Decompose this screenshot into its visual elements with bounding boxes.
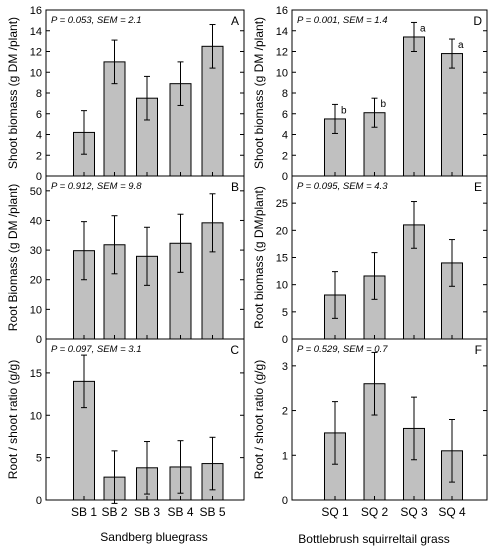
significance-label: a — [420, 23, 426, 34]
y-tick-label: 10 — [30, 410, 42, 422]
significance-label: b — [381, 99, 387, 110]
y-tick-label: 0 — [36, 171, 42, 183]
y-tick-label: 15 — [30, 368, 42, 380]
significance-label: a — [458, 40, 464, 51]
y-tick-label: 4 — [36, 130, 42, 142]
y-tick-label: 10 — [276, 280, 288, 292]
y-tick-label: 50 — [30, 186, 42, 198]
y-tick-label: 12 — [30, 47, 42, 59]
y-tick-label: 30 — [30, 245, 42, 257]
x-tick-label: SB 1 — [71, 505, 97, 519]
y-tick-label: 2 — [36, 150, 42, 162]
y-tick-label: 5 — [282, 307, 288, 319]
y-axis-label: Root biomass (g DM/plant) — [252, 186, 266, 329]
y-tick-label: 15 — [276, 253, 288, 265]
panel-letter: B — [231, 180, 239, 194]
plot-frame — [291, 338, 488, 501]
panel-letter: F — [475, 343, 482, 357]
panel-e: 0 5 10 15 20 25 Root biomass (g DM/plant) P = 0… — [252, 175, 488, 346]
panel-letter: C — [230, 343, 239, 357]
x-tick-label: SB 4 — [167, 505, 193, 519]
y-tick-label: 0 — [282, 334, 288, 346]
y-tick-label: 14 — [276, 26, 288, 38]
y-tick-label: 40 — [30, 215, 42, 227]
y-axis-label: Root / shoot ratio (g/g) — [6, 360, 20, 479]
y-tick-label: 14 — [30, 26, 42, 38]
group-label-left: Sandberg bluegrass — [100, 530, 207, 544]
bar — [441, 53, 463, 177]
stat-label: P = 0.097, SEM = 3.1 — [51, 344, 141, 355]
y-tick-label: 10 — [30, 67, 42, 79]
y-tick-label: 5 — [36, 453, 42, 465]
y-tick-label: 16 — [30, 5, 42, 17]
panel-letter: A — [231, 14, 239, 28]
group-label-right: Bottlebrush squirreltail grass — [298, 532, 449, 546]
y-tick-label: 8 — [36, 88, 42, 100]
stat-label: P = 0.095, SEM = 4.3 — [297, 181, 388, 192]
y-tick-label: 6 — [36, 109, 42, 121]
y-tick-label: 8 — [282, 88, 288, 100]
x-tick-label: SQ 4 — [438, 505, 466, 519]
y-axis-label: Shoot biomass (g DM /plant) — [6, 17, 20, 169]
y-tick-label: 25 — [276, 198, 288, 210]
y-tick-label: 0 — [36, 495, 42, 507]
panel-letter: E — [474, 180, 482, 194]
panel-b: 0 10 20 30 40 50 Root Biomass (g DM /plant) P =… — [6, 175, 245, 346]
stat-label: P = 0.529, SEM = 0.7 — [297, 344, 388, 355]
y-tick-label: 10 — [276, 67, 288, 79]
panel-letter: D — [473, 14, 482, 28]
stat-label: P = 0.053, SEM = 2.1 — [51, 15, 141, 26]
x-tick-label: SQ 3 — [400, 505, 428, 519]
y-tick-label: 2 — [282, 406, 288, 418]
bar — [403, 36, 425, 177]
stat-label: P = 0.912, SEM = 9.8 — [51, 181, 142, 192]
x-tick-label: SB 5 — [199, 505, 225, 519]
y-tick-label: 0 — [282, 495, 288, 507]
y-tick-label: 16 — [276, 5, 288, 17]
significance-label: b — [341, 105, 347, 116]
panel-c: 0 5 10 15 Root / shoot ratio (g/g) P = 0.097,… — [6, 338, 245, 519]
y-axis-label: Root Biomass (g DM /plant) — [6, 184, 20, 331]
x-tick-label: SQ 1 — [321, 505, 349, 519]
y-tick-label: 6 — [282, 109, 288, 121]
panel-a: 0 2 4 6 8 10 12 14 16 Shoot biomass (g DM /plant)… — [6, 5, 245, 183]
y-tick-label: 3 — [282, 361, 288, 373]
y-tick-label: 2 — [282, 150, 288, 162]
x-tick-label: SB 2 — [101, 505, 127, 519]
y-axis-label: Shoot biomass (g DM /plant) — [252, 17, 266, 169]
y-tick-label: 0 — [282, 171, 288, 183]
y-tick-label: 4 — [282, 130, 288, 142]
stat-label: P = 0.001, SEM = 1.4 — [297, 15, 387, 26]
x-tick-label: SQ 2 — [361, 505, 389, 519]
y-tick-label: 10 — [30, 304, 42, 316]
y-tick-label: 0 — [36, 334, 42, 346]
panel-d: 0 2 4 6 8 10 12 14 16 Shoot biomass (g DM /plant)… — [252, 5, 488, 183]
y-tick-label: 12 — [276, 47, 288, 59]
y-tick-label: 1 — [282, 450, 288, 462]
panel-f: 0 1 2 3 Root / shoot ratio (g/g) P = 0.529, S… — [252, 338, 488, 519]
x-tick-label: SB 3 — [134, 505, 160, 519]
y-tick-label: 20 — [276, 225, 288, 237]
y-axis-label: Root / shoot ratio (g/g) — [252, 360, 266, 479]
y-tick-label: 20 — [30, 275, 42, 287]
